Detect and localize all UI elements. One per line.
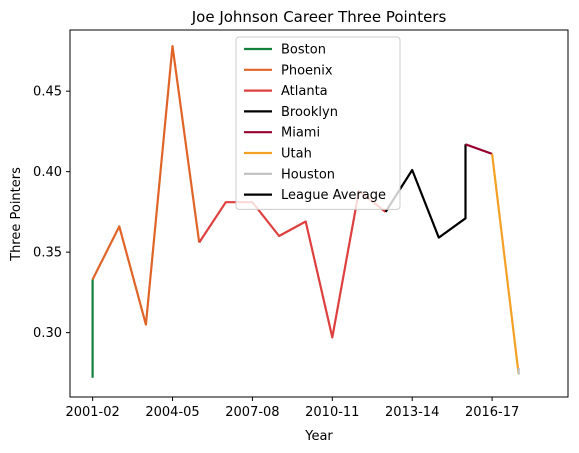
series-line-phoenix: [91, 44, 201, 326]
y-axis: 0.30 0.35 0.40 0.45: [33, 85, 70, 341]
legend-label: Utah: [281, 147, 312, 162]
x-axis: 2001-02 2004-05 2007-08 2010-11 2013-14 2016-…: [65, 397, 519, 420]
legend-label: League Average: [281, 188, 386, 203]
y-axis-title: Three Pointers: [9, 167, 24, 262]
series-line-utah: [491, 153, 520, 375]
legend-label: Brooklyn: [281, 105, 338, 120]
x-tick-label: 2010-11: [305, 405, 359, 420]
x-tick-label: 2013-14: [385, 405, 439, 420]
series-line-atlanta: [198, 189, 387, 339]
x-tick-label: 2001-02: [65, 405, 119, 420]
y-tick-label: 0.40: [33, 165, 62, 180]
legend-label: Phoenix: [281, 63, 333, 78]
legend: Boston Phoenix Atlanta Brooklyn Miami Utah Hou…: [235, 36, 401, 210]
chart-title: Joe Johnson Career Three Pointers: [191, 8, 447, 26]
x-tick-label: 2016-17: [465, 405, 519, 420]
x-tick-label: 2004-05: [145, 405, 199, 420]
x-axis-title: Year: [304, 429, 333, 444]
legend-label: Boston: [281, 43, 326, 58]
y-tick-label: 0.30: [33, 326, 62, 341]
legend-box: [235, 36, 401, 210]
y-tick-label: 0.35: [33, 246, 62, 261]
series-line-brooklyn: [384, 144, 467, 239]
legend-label: Miami: [281, 126, 320, 141]
x-tick-label: 2007-08: [225, 405, 279, 420]
legend-label: Houston: [281, 167, 335, 182]
legend-label: Atlanta: [281, 84, 328, 99]
series-layer: [91, 44, 520, 378]
y-tick-label: 0.45: [33, 85, 62, 100]
plot-area-frame: [69, 29, 569, 398]
series-line-miami: [465, 143, 493, 155]
